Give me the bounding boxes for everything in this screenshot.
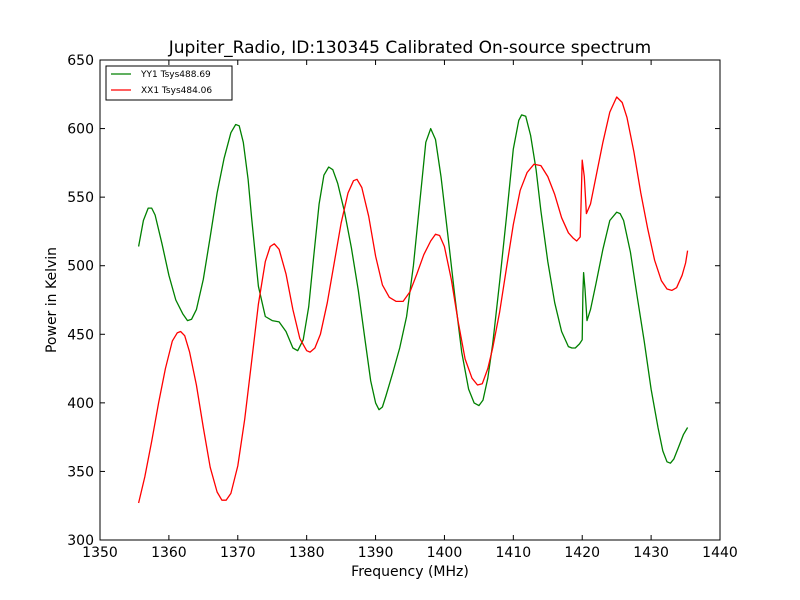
plot-area: 1350 1360 1370 1380 1390 1400 1410 1420 1430 1440…	[67, 53, 738, 561]
y-tick-label: 350	[67, 464, 94, 480]
x-tick-label: 1400	[427, 545, 463, 561]
y-tick-label: 500	[67, 259, 94, 275]
series-line-yy1	[137, 114, 689, 464]
x-tick-label: 1440	[702, 545, 738, 561]
y-axis-label: Power in Kelvin	[44, 247, 60, 353]
y-tick-label: 450	[67, 327, 94, 343]
x-tick-label: 1380	[289, 545, 325, 561]
y-tick-label: 300	[67, 533, 94, 549]
x-tick-label: 1390	[358, 545, 394, 561]
x-axis-label: Frequency (MHz)	[351, 564, 469, 580]
x-tick-label: 1370	[220, 545, 256, 561]
tick-layer: 1350 1360 1370 1380 1390 1400 1410 1420 1430 1440…	[67, 53, 738, 561]
series-layer	[137, 96, 689, 504]
y-tick-label: 400	[67, 396, 94, 412]
legend-box	[105, 65, 233, 101]
series-line-xx1	[137, 96, 689, 504]
x-tick-label: 1430	[633, 545, 669, 561]
y-tick-label: 600	[67, 122, 94, 138]
legend-label-yy1: YY1 Tsys488.69	[140, 70, 211, 80]
legend-label-xx1: XX1 Tsys484.06	[141, 86, 212, 96]
x-tick-label: 1420	[564, 545, 600, 561]
y-tick-label: 550	[67, 190, 94, 206]
x-tick-label: 1350	[82, 545, 118, 561]
x-tick-label: 1360	[151, 545, 187, 561]
chart-title: Jupiter_Radio, ID:130345 Calibrated On-s…	[168, 38, 651, 58]
x-tick-label: 1410	[496, 545, 532, 561]
y-tick-label: 650	[67, 53, 94, 69]
plot-background	[100, 60, 720, 540]
plot-frame	[99, 59, 721, 541]
legend: YY1 Tsys488.69 XX1 Tsys484.06	[105, 65, 233, 101]
